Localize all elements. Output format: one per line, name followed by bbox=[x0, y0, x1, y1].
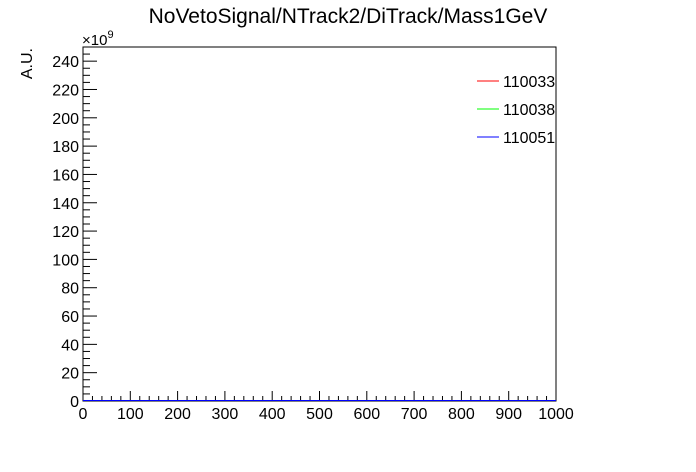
y-axis-label: A.U. bbox=[19, 48, 36, 79]
legend-label: 110033 bbox=[503, 74, 555, 91]
y-axis-tick-labels: 0 20 40 60 80 100 120 140 160 180 200 220 240 bbox=[52, 54, 79, 411]
legend-label: 110038 bbox=[503, 102, 555, 119]
y-tick-label: 0 bbox=[70, 394, 79, 411]
y-tick-label: 140 bbox=[52, 196, 79, 213]
y-tick-label: 240 bbox=[52, 54, 79, 71]
x-tick-label: 500 bbox=[306, 406, 333, 423]
x-tick-label: 600 bbox=[353, 406, 380, 423]
y-tick-label: 220 bbox=[52, 82, 79, 99]
y-tick-label: 200 bbox=[52, 111, 79, 128]
y-tick-label: 100 bbox=[52, 252, 79, 269]
x-tick-label: 700 bbox=[401, 406, 428, 423]
y-tick-label: 60 bbox=[61, 309, 79, 326]
y-axis-ticks bbox=[83, 46, 97, 402]
x-tick-label: 0 bbox=[79, 406, 88, 423]
x-tick-label: 200 bbox=[164, 406, 191, 423]
y-axis-multiplier: ×109 bbox=[82, 29, 114, 49]
x-tick-label: 1000 bbox=[538, 406, 574, 423]
y-tick-label: 40 bbox=[61, 337, 79, 354]
y-axis-multiplier-base: ×10 bbox=[82, 32, 107, 49]
x-tick-label: 800 bbox=[448, 406, 475, 423]
y-tick-label: 80 bbox=[61, 281, 79, 298]
y-tick-label: 20 bbox=[61, 366, 79, 383]
x-tick-label: 400 bbox=[259, 406, 286, 423]
legend: 110033 110038 110051 bbox=[477, 74, 555, 147]
x-tick-label: 900 bbox=[495, 406, 522, 423]
y-tick-label: 160 bbox=[52, 167, 79, 184]
chart-title: NoVetoSignal/NTrack2/DiTrack/Mass1GeV bbox=[149, 5, 548, 28]
x-axis-tick-labels: 0 100 200 300 400 500 600 700 800 900 1000 bbox=[79, 406, 574, 423]
x-tick-label: 100 bbox=[117, 406, 144, 423]
y-axis-multiplier-exponent: 9 bbox=[107, 29, 113, 41]
legend-label: 110051 bbox=[503, 130, 555, 147]
y-tick-label: 180 bbox=[52, 139, 79, 156]
x-tick-label: 300 bbox=[212, 406, 239, 423]
y-tick-label: 120 bbox=[52, 224, 79, 241]
